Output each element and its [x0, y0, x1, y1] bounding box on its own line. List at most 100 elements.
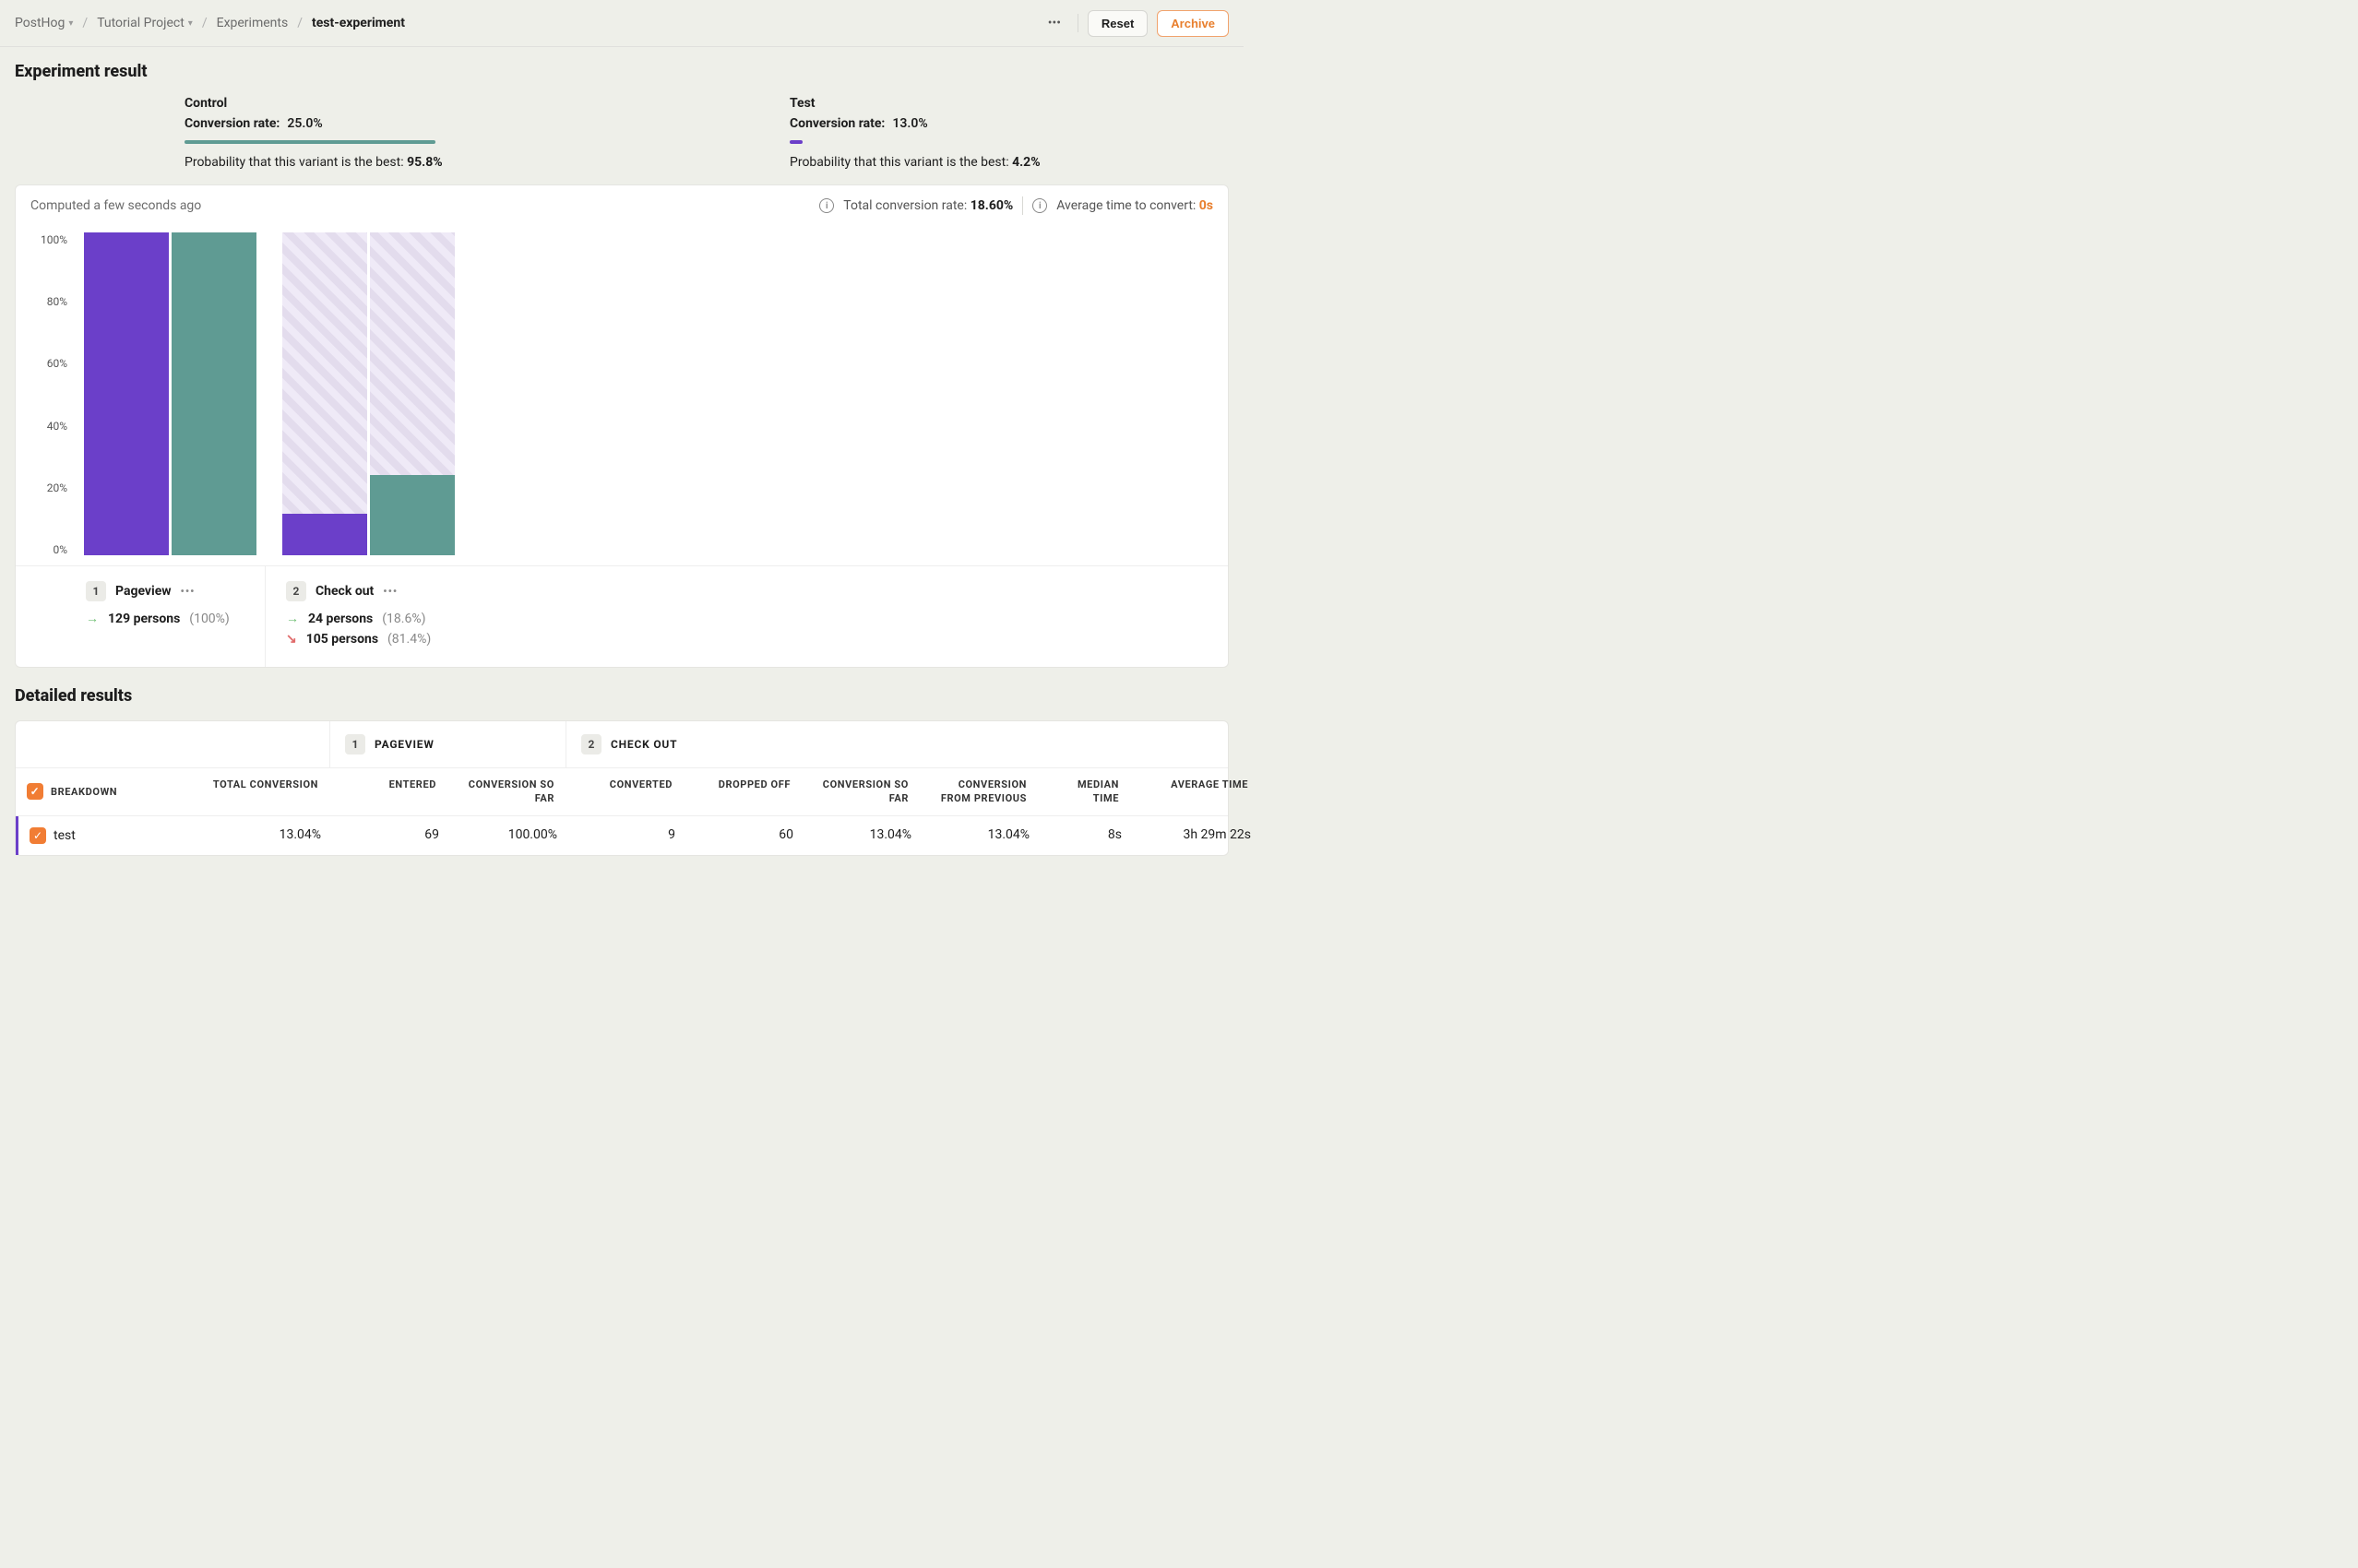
conversion-rate: Conversion rate: 25.0% [185, 116, 624, 131]
more-actions-icon[interactable]: ••• [1041, 9, 1068, 37]
bar-group [282, 232, 455, 555]
probability-prefix: Probability that this variant is the bes… [790, 155, 1012, 170]
section-title-detailed-results: Detailed results [15, 686, 1229, 706]
row-name: test [54, 828, 76, 843]
probability-line: Probability that this variant is the bes… [185, 155, 624, 170]
breadcrumb-label: Experiments [217, 16, 289, 30]
arrow-right-icon: → [286, 611, 299, 626]
step-name: Check out [316, 584, 374, 599]
y-axis-tick: 40% [30, 420, 75, 433]
col-conversion-from-previous: CONVERSION FROM PREVIOUS [920, 768, 1038, 815]
breadcrumb-actions: ••• Reset Archive [1041, 9, 1229, 37]
step-more-icon[interactable]: ••• [383, 585, 398, 598]
table-header-groups: 1 PAGEVIEW 2 CHECK OUT [16, 721, 1228, 768]
bar-ghost [282, 232, 367, 514]
cell-conv-from-prev: 13.04% [923, 816, 1041, 855]
checkbox-icon[interactable]: ✓ [27, 783, 43, 800]
total-conversion-rate: Total conversion rate: 18.60% [843, 198, 1013, 213]
conversion-rate-value: 13.0% [892, 116, 927, 131]
y-axis-tick: 100% [30, 233, 75, 246]
step-number: 1 [345, 734, 365, 754]
card-header-metrics: i Total conversion rate: 18.60% i Averag… [819, 196, 1213, 215]
variant-test: Test Conversion rate: 13.0% Probability … [661, 96, 1229, 170]
variant-name: Control [185, 96, 624, 111]
cell-converted: 9 [568, 816, 686, 855]
table-row[interactable]: ✓ test 13.04% 69 100.00% 9 60 13.04% 13.… [16, 816, 1228, 855]
col-breakdown[interactable]: ✓ BREAKDOWN [16, 768, 158, 815]
funnel-steps: 1Pageview•••→129 persons(100%)2Check out… [16, 565, 1228, 667]
headgroup-pageview: 1 PAGEVIEW [329, 721, 566, 767]
persons-pct: (81.4%) [387, 632, 431, 647]
breadcrumb-label: test-experiment [312, 16, 405, 30]
funnel-chart-card: Computed a few seconds ago i Total conve… [15, 184, 1229, 668]
y-axis-tick: 60% [30, 357, 75, 370]
step-metric-line[interactable]: ↘105 persons(81.4%) [286, 632, 444, 647]
bar-fill [282, 514, 367, 556]
probability-value: 95.8% [407, 155, 443, 170]
bar-fill [370, 475, 455, 556]
section-title-experiment-result: Experiment result [15, 62, 1229, 81]
conversion-rate-value: 25.0% [287, 116, 322, 131]
info-icon[interactable]: i [819, 198, 834, 213]
breadcrumb-experiments[interactable]: Experiments [217, 16, 289, 30]
step-number: 1 [86, 581, 106, 601]
metric-label: Total conversion rate: [843, 198, 970, 213]
chevron-down-icon: ▾ [188, 18, 193, 29]
chart-bar[interactable] [84, 232, 169, 555]
info-icon[interactable]: i [1032, 198, 1047, 213]
bar-group [84, 232, 256, 555]
breadcrumb-separator: / [82, 16, 88, 30]
col-label: BREAKDOWN [51, 785, 117, 799]
breadcrumbs: PostHog ▾ / Tutorial Project ▾ / Experim… [15, 16, 405, 30]
cell-total-conversion: 13.04% [161, 816, 332, 855]
conversion-rate-label: Conversion rate: [185, 116, 280, 131]
step-more-icon[interactable]: ••• [181, 585, 196, 598]
probability-prefix: Probability that this variant is the bes… [185, 155, 407, 170]
bar-ghost [370, 232, 455, 475]
persons-count: 129 persons [108, 612, 180, 626]
headgroup-checkout: 2 CHECK OUT [566, 721, 1228, 767]
step-metric-line[interactable]: →24 persons(18.6%) [286, 611, 444, 626]
chart-bar[interactable] [172, 232, 256, 555]
variants-summary: Control Conversion rate: 25.0% Probabili… [15, 96, 1229, 184]
probability-line: Probability that this variant is the bes… [790, 155, 1229, 170]
y-axis-tick: 80% [30, 295, 75, 308]
archive-button[interactable]: Archive [1157, 10, 1229, 37]
funnel-bar-chart: 100%80%60%40%20%0% [30, 233, 1213, 565]
separator [1022, 196, 1023, 215]
arrow-right-icon: → [86, 611, 99, 626]
metric-value: 18.60% [971, 198, 1014, 213]
reset-button[interactable]: Reset [1088, 10, 1148, 37]
bar-fill [172, 232, 256, 555]
col-average-time: AVERAGE TIME [1130, 768, 1259, 815]
conversion-rate: Conversion rate: 13.0% [790, 116, 1229, 131]
col-median-time: MEDIAN TIME [1038, 768, 1130, 815]
col-entered: ENTERED [329, 768, 447, 815]
step-number: 2 [286, 581, 306, 601]
chart-area: 100%80%60%40%20%0% [16, 226, 1228, 565]
step-metric-line[interactable]: →129 persons(100%) [86, 611, 244, 626]
probability-value: 4.2% [1012, 155, 1040, 170]
chart-bar[interactable] [370, 232, 455, 555]
breadcrumb-label: Tutorial Project [97, 16, 185, 30]
y-axis: 100%80%60%40%20%0% [30, 233, 75, 565]
metric-value: 0s [1199, 198, 1213, 213]
metric-label: Average time to convert: [1056, 198, 1199, 213]
chart-bar[interactable] [282, 232, 367, 555]
checkbox-icon[interactable]: ✓ [30, 827, 46, 844]
headgroup-label: PAGEVIEW [375, 738, 435, 751]
headgroup-label: CHECK OUT [611, 738, 677, 751]
breadcrumb-project[interactable]: Tutorial Project ▾ [97, 16, 193, 30]
cell-median-time: 8s [1041, 816, 1133, 855]
cell-breakdown: ✓ test [18, 816, 161, 855]
cell-entered: 69 [332, 816, 450, 855]
breadcrumb-label: PostHog [15, 16, 65, 30]
breadcrumb-separator: / [202, 16, 208, 30]
chart-plot [75, 233, 1213, 565]
cell-conv-so-far-1: 100.00% [450, 816, 568, 855]
breadcrumb-posthog[interactable]: PostHog ▾ [15, 16, 73, 30]
y-axis-tick: 20% [30, 481, 75, 494]
page-content: Experiment result Control Conversion rat… [0, 47, 1244, 889]
chevron-down-icon: ▾ [68, 18, 73, 29]
progress-fill [185, 140, 435, 144]
